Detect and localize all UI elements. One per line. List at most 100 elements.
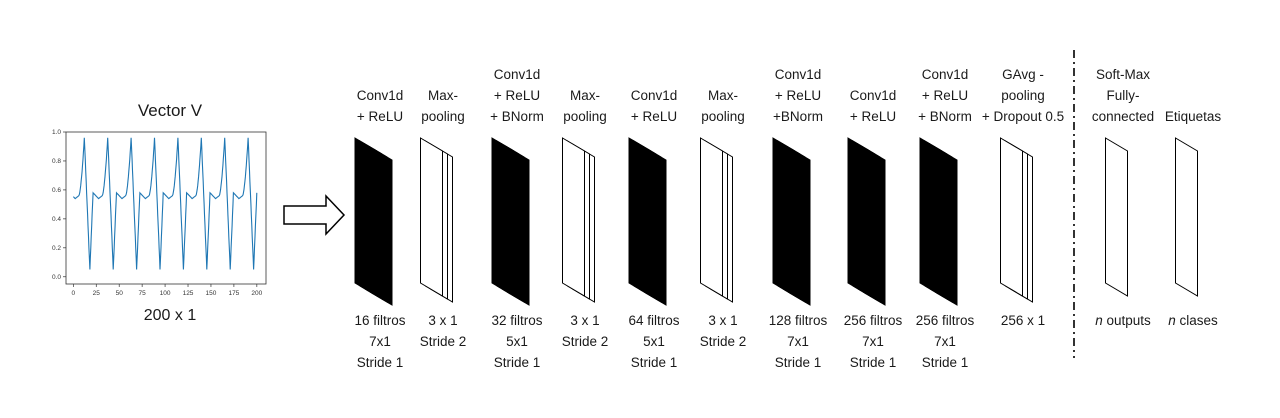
layer-fc-bottom-label: n outputs	[1068, 310, 1178, 331]
y-tick-label-5: 1.0	[52, 129, 61, 136]
flow-arrow	[283, 194, 346, 236]
layer-gap-block	[1000, 137, 1033, 303]
layer-fc-top-line: Fully-	[1106, 88, 1140, 103]
layer-pool3-bottom-line: 3 x 1	[708, 313, 738, 328]
x-tick-label-3: 75	[139, 290, 147, 297]
layer-conv3-bottom-line: 5x1	[643, 334, 665, 349]
layer-conv4-bottom-line: Stride 1	[774, 355, 822, 370]
layer-fc-bottom-line: n outputs	[1068, 310, 1178, 331]
layer-conv2-top-line: Conv1d	[493, 67, 541, 82]
y-tick-label-2: 0.4	[52, 216, 61, 223]
layer-conv3-top-label: Conv1d + ReLU	[599, 85, 709, 127]
x-tick-label-5: 125	[183, 290, 194, 297]
layer-gap-top-line: + Dropout 0.5	[981, 109, 1065, 124]
layer-pool2-bottom-label: 3 x 1 Stride 2	[530, 310, 640, 352]
layer-labels-bottom-label: n clases	[1138, 310, 1248, 331]
x-tick-label-7: 175	[228, 290, 239, 297]
y-tick-label-4: 0.8	[52, 158, 61, 165]
layer-fc-top-line: Soft-Max	[1095, 67, 1150, 82]
feature-map-sheet	[1175, 137, 1198, 297]
signal-line	[72, 137, 258, 270]
layer-pool3-block	[700, 137, 733, 303]
layer-conv1-top-line: + ReLU	[356, 109, 404, 124]
layer-conv1-bottom-label: 16 filtros 7x1 Stride 1	[325, 310, 435, 373]
layer-conv5-top-line: Conv1d	[849, 88, 897, 103]
layer-pool1-top-line: pooling	[421, 109, 465, 124]
feature-map-sheet	[491, 137, 515, 297]
layer-conv4-block	[772, 137, 811, 306]
layer-pool3-top-label: Max-pooling	[668, 85, 778, 127]
input-vector-size: 200 x 1	[143, 307, 197, 324]
layer-fc-top-line: connected	[1091, 109, 1155, 124]
layer-gap-top-label: GAvg - pooling + Dropout 0.5	[968, 64, 1078, 127]
layer-pool1-top-label: Max-pooling	[388, 85, 498, 127]
feature-map-sheet	[700, 137, 723, 297]
layer-conv1-top-line: Conv1d	[356, 88, 404, 103]
layer-conv3-bottom-label: 64 filtros 5x1 Stride 1	[599, 310, 709, 373]
layer-pool1-top-line: Max-	[428, 88, 458, 103]
layer-conv5-bottom-label: 256 filtros 7x1 Stride 1	[818, 310, 928, 373]
feature-map-sheet	[1000, 137, 1023, 297]
layer-fc-top-label: Soft-Max Fully-connected	[1068, 64, 1178, 127]
y-tick-label-1: 0.2	[52, 245, 61, 252]
layer-gap-bottom-label: 256 x 1	[968, 310, 1078, 331]
layer-pool1-bottom-line: 3 x 1	[428, 313, 458, 328]
layer-conv5-top-line: + ReLU	[849, 109, 897, 124]
layer-conv1-bottom-line: 16 filtros	[354, 313, 406, 328]
x-tick-label-8: 200	[251, 290, 262, 297]
layer-conv6-top-line: + BNorm	[918, 109, 972, 124]
layer-gap-bottom-line: 256 x 1	[1000, 313, 1046, 328]
layer-conv4-bottom-line: 7x1	[787, 334, 809, 349]
layer-gap-top-line: GAvg -	[1002, 67, 1044, 82]
feature-map-sheet	[420, 137, 443, 297]
feature-map-sheet	[847, 137, 871, 297]
layer-conv5-bottom-line: 256 filtros	[843, 313, 903, 328]
layer-conv5-bottom-line: 7x1	[862, 334, 884, 349]
layer-labels-top-label: Etiquetas	[1138, 106, 1248, 127]
layer-conv3-bottom-line: 64 filtros	[628, 313, 680, 328]
layer-conv2-top-label: Conv1d + ReLU + BNorm	[462, 64, 572, 127]
x-tick-label-2: 50	[116, 290, 124, 297]
layer-conv6-block	[919, 137, 958, 306]
layer-conv6-bottom-line: Stride 1	[921, 355, 969, 370]
layer-conv1-block	[354, 137, 393, 306]
layer-conv4-bottom-line: 128 filtros	[768, 313, 828, 328]
layer-pool2-top-label: Max-pooling	[530, 85, 640, 127]
layer-conv1-bottom-line: 7x1	[369, 334, 391, 349]
plot-frame	[65, 131, 267, 285]
layer-conv5-top-label: Conv1d + ReLU	[818, 85, 928, 127]
feature-map-sheet	[628, 137, 652, 297]
layer-labels-block	[1175, 137, 1198, 297]
layer-conv1-top-label: Conv1d + ReLU	[325, 85, 435, 127]
layer-conv4-top-label: Conv1d + ReLU +BNorm	[743, 64, 853, 127]
layer-labels-top-line: Etiquetas	[1164, 109, 1222, 124]
layer-labels-bottom-text: clases	[1175, 313, 1218, 328]
layer-conv2-block	[491, 137, 530, 306]
layer-pool2-top-line: pooling	[563, 109, 607, 124]
layer-conv2-top-line: + BNorm	[490, 109, 544, 124]
feature-map-sheet	[562, 137, 585, 297]
layer-conv2-bottom-line: Stride 1	[493, 355, 541, 370]
layer-conv6-bottom-line: 7x1	[934, 334, 956, 349]
layer-conv5-block	[847, 137, 886, 306]
y-tick-label-3: 0.6	[52, 187, 61, 194]
layer-pool1-bottom-line: Stride 2	[419, 334, 467, 349]
layer-pool2-bottom-line: 3 x 1	[570, 313, 600, 328]
layer-conv3-top-line: + ReLU	[630, 109, 678, 124]
layer-pool3-top-line: Max-	[708, 88, 738, 103]
layer-labels-bottom-line: n clases	[1138, 310, 1248, 331]
layer-pool3-top-line: pooling	[701, 109, 745, 124]
signal-plot: 0 25 50 75 100 125 150 175 200 0.0 0.2 0.4 0.6 0.8 1.0	[52, 129, 267, 297]
feature-map-sheet	[1105, 137, 1128, 297]
layer-conv3-block	[628, 137, 667, 306]
layer-conv2-bottom-line: 32 filtros	[491, 313, 543, 328]
layer-pool1-block	[420, 137, 453, 303]
layer-conv6-top-line: Conv1d	[921, 67, 969, 82]
layer-conv5-bottom-line: Stride 1	[849, 355, 897, 370]
x-tick-label-0: 0	[72, 290, 76, 297]
input-vector-title: Vector V	[137, 101, 203, 120]
layer-conv6-bottom-label: 256 filtros 7x1 Stride 1	[890, 310, 1000, 373]
feature-map-sheet	[772, 137, 796, 297]
